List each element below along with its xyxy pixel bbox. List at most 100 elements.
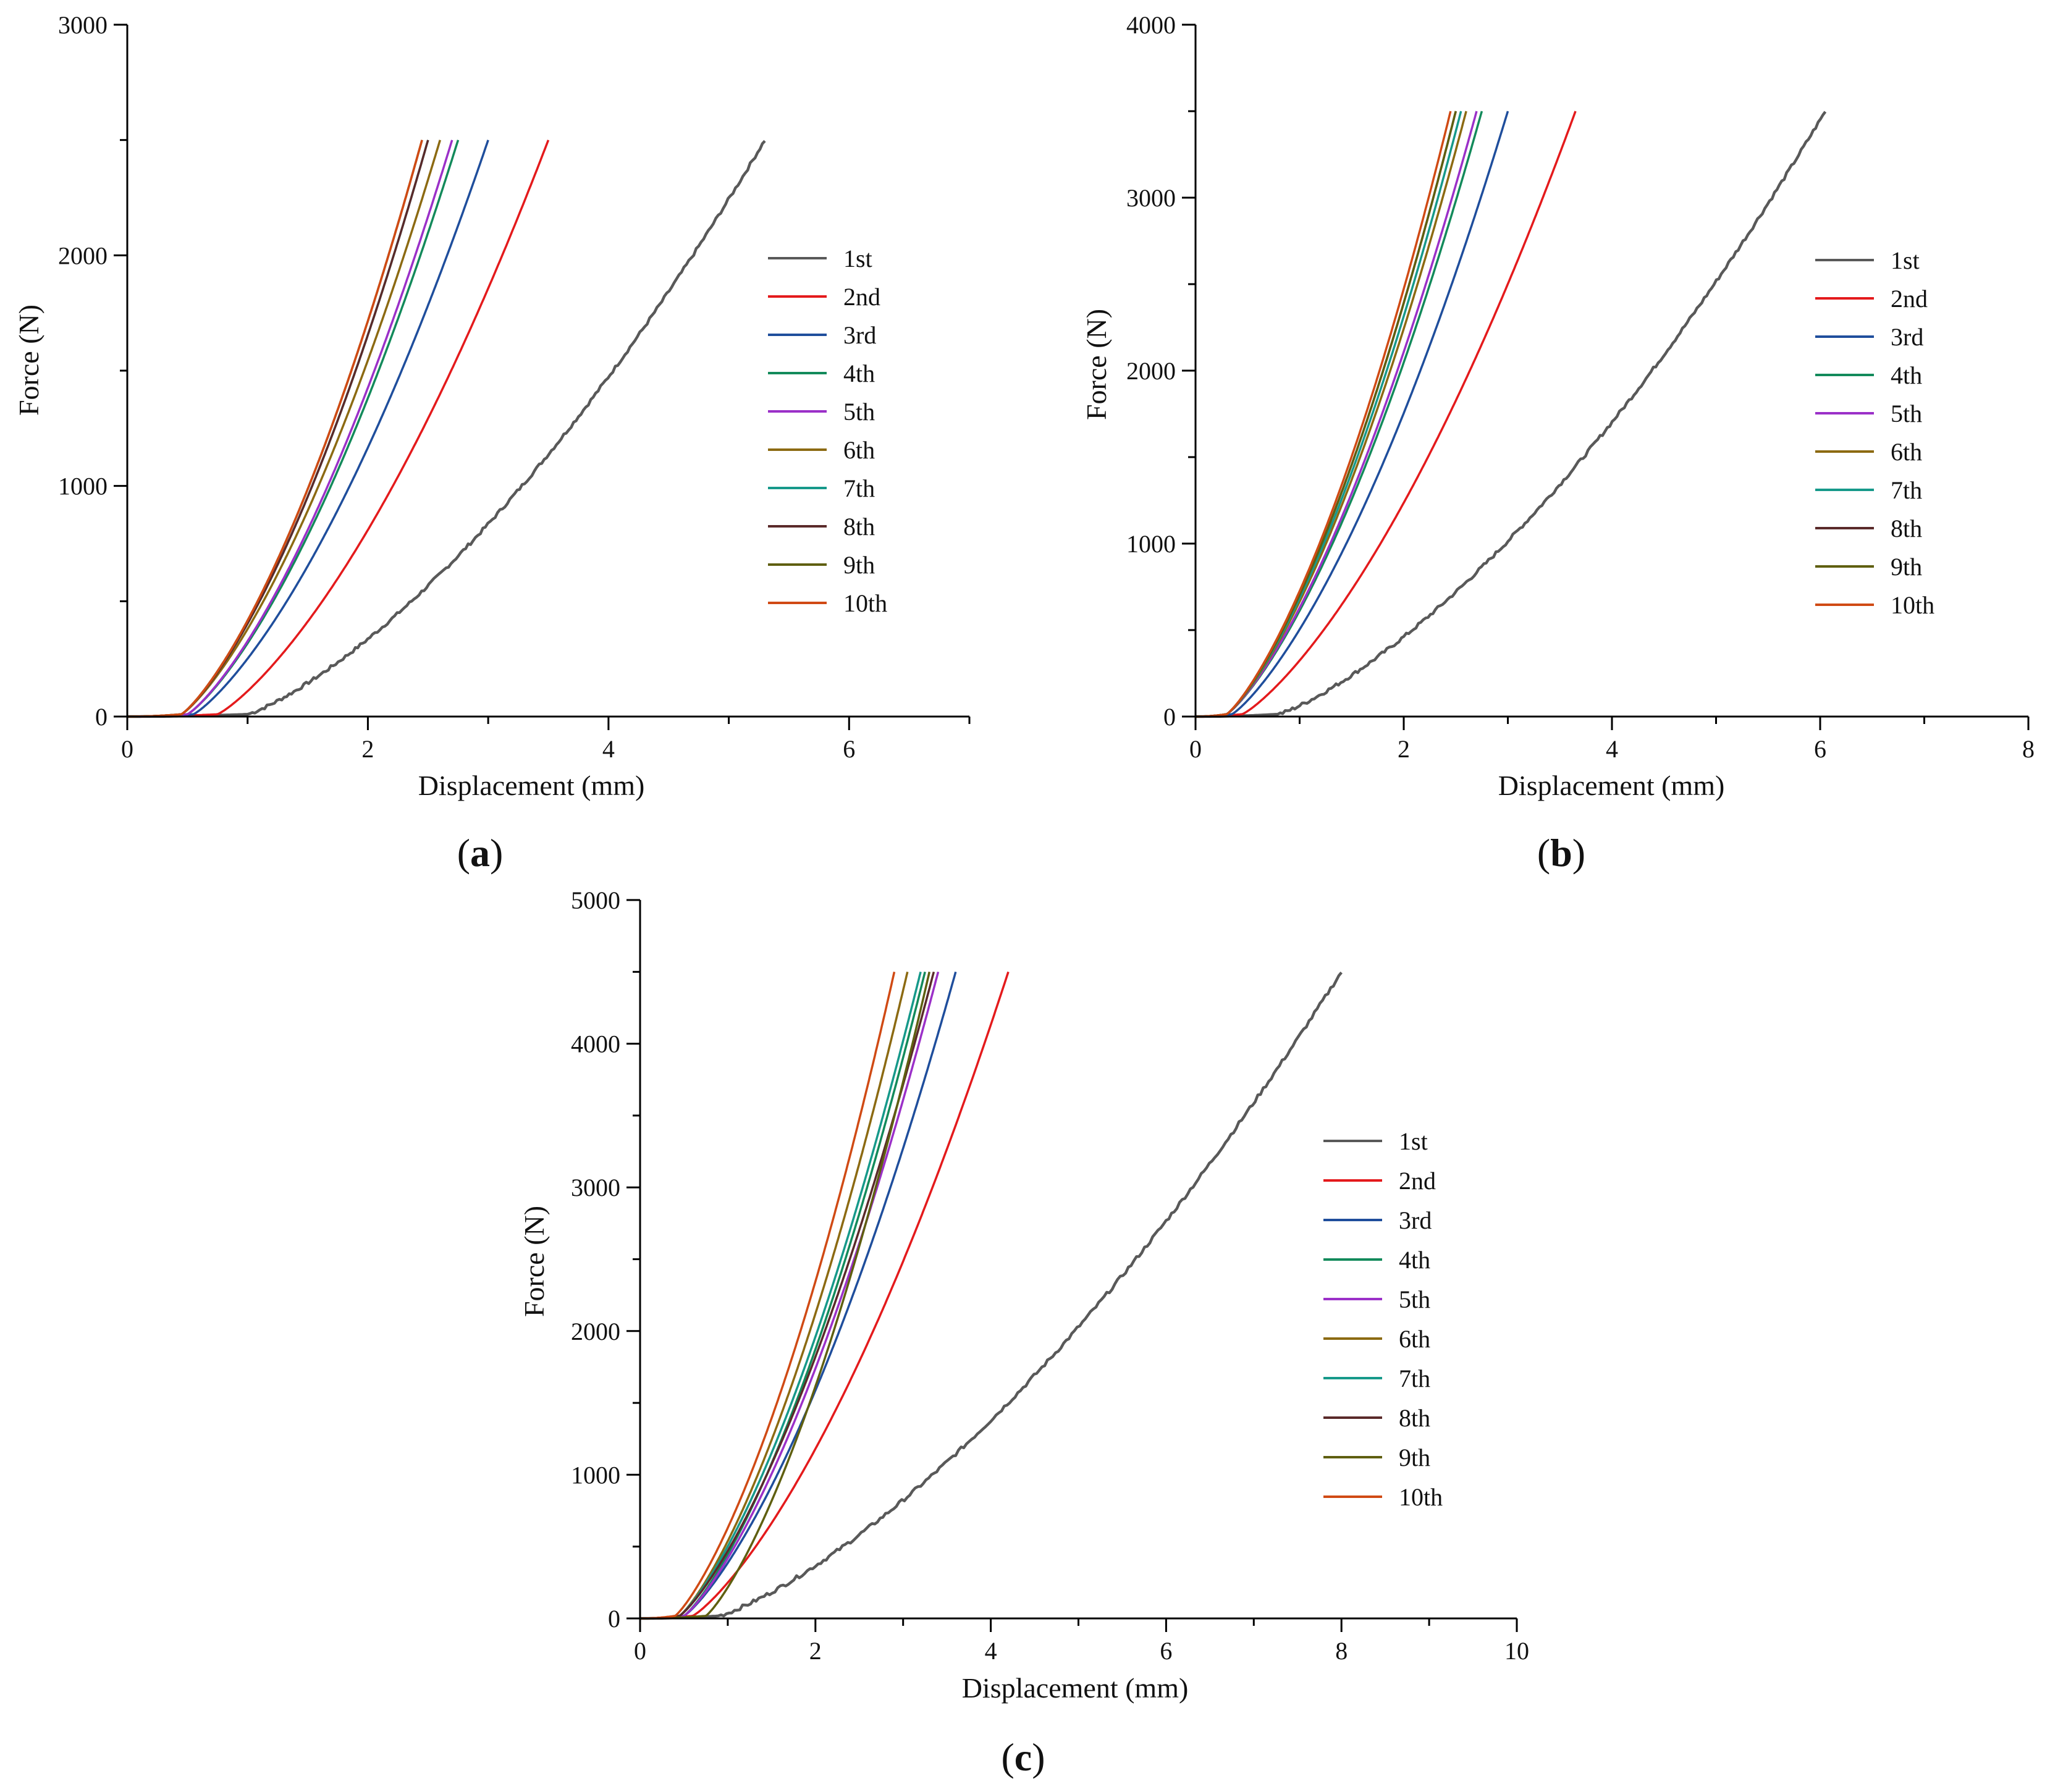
y-axis-title-b: Force (N) [1081,309,1112,420]
legend-label-6th: 6th [1891,438,1922,466]
legend-label-3rd: 3rd [1891,323,1923,351]
y-tick-label: 2000 [1126,357,1176,385]
x-tick-label: 10 [1504,1637,1529,1665]
y-tick-label: 0 [95,703,108,731]
series-line-1st [640,971,1343,1620]
legend-label-10th: 10th [1891,591,1934,619]
series-line-2nd [1196,111,1577,718]
series-line-10th [1195,111,1452,718]
legend-label-10th: 10th [1399,1483,1443,1511]
ticks-a: 0 2 4 6 0 1000 2000 3000 [58,11,971,763]
series-line-3rd [1196,111,1509,718]
x-tick-label: 0 [1189,735,1202,763]
x-tick-label: 2 [809,1637,822,1665]
series-line-2nd [640,971,1010,1620]
legend-label-1st: 1st [1891,246,1920,274]
series-line-1st [127,140,766,718]
x-tick-label: 2 [1398,735,1410,763]
legend-label-1st: 1st [843,245,872,272]
panel-letter-c: c [1014,1735,1032,1779]
series-line-2nd [127,140,550,718]
series-line-9th [640,971,931,1620]
x-tick-label: 0 [634,1637,646,1665]
legend-label-1st: 1st [1399,1127,1428,1155]
series-line-10th [127,140,423,718]
y-tick-label: 4000 [571,1030,620,1058]
legend-label-3rd: 3rd [843,321,876,349]
legend-label-2nd: 2nd [1399,1167,1436,1195]
x-tick-label: 0 [121,735,133,763]
legend-label-7th: 7th [843,474,875,502]
legend-label-2nd: 2nd [1891,285,1928,313]
legend-label-3rd: 3rd [1399,1206,1432,1234]
y-tick-label: 2000 [58,242,108,269]
x-tick-label: 6 [843,735,855,763]
series-line-10th [639,971,896,1620]
y-tick-label: 3000 [58,11,108,39]
x-tick-label: 2 [361,735,374,763]
legend-label-5th: 5th [843,398,875,426]
series-line-8th [127,140,429,718]
legend-label-7th: 7th [1891,476,1922,504]
x-tick-label: 8 [2022,735,2035,763]
panel-letter-a: a [470,831,490,875]
y-tick-label: 2000 [571,1318,620,1345]
y-tick-label: 0 [608,1605,620,1633]
ticks-b: 0 2 4 6 8 0 1000 2000 3000 4000 [1126,11,2035,763]
legend-label-4th: 4th [843,360,875,387]
legend-b: 1st 2nd 3rd 4th 5th 6th 7th 8th 9th 10th [1815,246,1934,619]
legend-label-4th: 4th [1891,361,1922,389]
curves-a [127,140,766,718]
y-tick-label: 3000 [571,1174,620,1201]
series-line-6th [127,140,441,718]
panel-letter-b: b [1550,831,1572,875]
x-tick-label: 4 [985,1637,997,1665]
y-tick-label: 1000 [571,1461,620,1489]
y-tick-label: 1000 [1126,530,1176,558]
y-tick-label: 4000 [1126,11,1176,39]
series-line-5th [1195,111,1478,718]
panel-label-c: (c) [1001,1735,1045,1779]
legend-label-6th: 6th [1399,1325,1430,1353]
y-axis-title-a: Force (N) [13,305,44,416]
legend-label-4th: 4th [1399,1246,1430,1274]
legend-label-8th: 8th [843,513,875,541]
y-axis-title-c: Force (N) [518,1206,550,1317]
series-line-7th [1195,111,1462,718]
legend-label-10th: 10th [843,589,887,617]
x-tick-label: 8 [1335,1637,1348,1665]
y-tick-label: 3000 [1126,184,1176,212]
series-line-4th [640,971,926,1620]
series-line-1st [1196,111,1827,718]
legend-label-9th: 9th [1399,1444,1430,1471]
series-line-7th [127,140,429,718]
legend-label-2nd: 2nd [843,283,880,311]
y-tick-label: 0 [1163,703,1176,731]
x-axis-title-a: Displacement (mm) [418,770,645,801]
x-tick-label: 6 [1160,1637,1172,1665]
y-tick-label: 5000 [571,886,620,914]
series-line-6th [1195,111,1467,718]
x-tick-label: 4 [602,735,615,763]
curves-b [1195,111,1827,718]
ticks-c: 0 2 4 6 8 10 0 1000 2000 3000 4000 5000 [571,886,1529,1665]
panel-label-b: (b) [1537,831,1585,875]
x-tick-label: 6 [1814,735,1826,763]
legend-label-5th: 5th [1399,1285,1430,1313]
legend-label-6th: 6th [843,436,875,464]
chart-panel-c: 0 2 4 6 8 10 0 1000 2000 3000 4000 5000 Displacemen… [518,886,1529,1779]
chart-panel-b: 0 2 4 6 8 0 1000 2000 3000 4000 Displacement (mm)… [1081,11,2035,875]
axes-c [639,900,1517,1620]
series-line-3rd [127,140,489,718]
legend-label-7th: 7th [1399,1365,1430,1392]
legend-a: 1st 2nd 3rd 4th 5th 6th 7th 8th 9th 10th [768,245,887,617]
y-tick-label: 1000 [58,473,108,500]
legend-c: 1st 2nd 3rd 4th 5th 6th 7th 8th 9th 10th [1323,1127,1443,1511]
x-tick-label: 4 [1606,735,1618,763]
series-line-8th [640,971,935,1620]
x-axis-title-b: Displacement (mm) [1498,770,1725,801]
curves-c [639,971,1343,1620]
series-line-4th [1196,111,1483,718]
legend-label-5th: 5th [1891,400,1922,427]
